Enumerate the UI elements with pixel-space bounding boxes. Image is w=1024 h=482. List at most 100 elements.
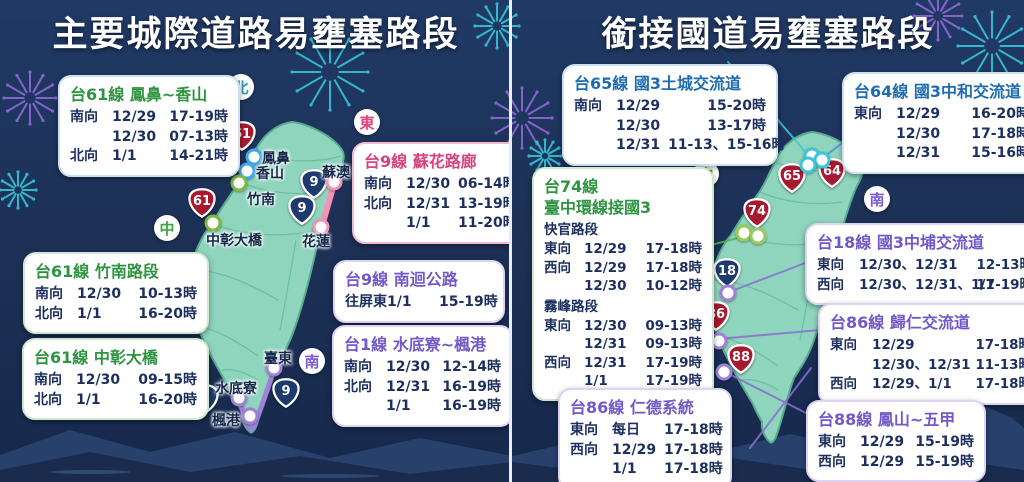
direction — [344, 397, 380, 417]
map-label-hualien: 花蓮 — [302, 234, 330, 250]
schedule-row: 南向 12/30 12-14時 — [344, 358, 501, 378]
time: 17-19時 — [645, 373, 702, 389]
time: 16-20時 — [971, 106, 1024, 122]
schedule-row: 1/1 17-19時 — [544, 372, 702, 391]
schedule-row: 西向 12/29 15-19時 — [818, 453, 974, 473]
direction: 北向 — [35, 305, 63, 322]
schedule-row: 西向 12/31 17-19時 — [544, 354, 702, 373]
direction: 南向 — [35, 286, 63, 302]
date: 1/1 — [584, 373, 608, 389]
date: 12/29 — [612, 441, 657, 458]
map-label-xiangshan: 香山 — [256, 166, 284, 182]
schedule-row: 往屏東 1/1 15-19時 — [345, 293, 498, 313]
date: 12/29 — [860, 453, 905, 470]
date: 12/29 — [860, 434, 905, 450]
date: 12/29、1/1 — [872, 376, 952, 392]
direction: 西向 — [544, 354, 571, 371]
time: 17-18時 — [975, 376, 1024, 392]
direction: 南向 — [34, 372, 62, 388]
time: 14-21時 — [169, 148, 228, 164]
time: 11-13、15-16時 — [668, 137, 786, 153]
date: 12/29 — [112, 109, 157, 125]
box-title: 台61線 鳳鼻~香山 — [70, 85, 208, 104]
time: 13-19時 — [458, 195, 512, 212]
info-box-t65-tucheng: 台65線 國3土城交流道 南向 12/29 15-20時 12/30 13-17時 1… — [562, 64, 786, 166]
time: 16-20時 — [138, 391, 197, 408]
direction: 南向 — [574, 98, 602, 114]
date: 1/1 — [77, 305, 102, 322]
box-title-line2: 臺中環線接國3 — [544, 198, 652, 217]
date: 12/30 — [896, 125, 941, 142]
info-box-t9-nanhui: 台9線 南迴公路 往屏東 1/1 15-19時 — [333, 260, 505, 323]
time: 17-18時 — [664, 461, 723, 477]
map-dot-fenggang — [241, 407, 259, 425]
info-box-t61-zhunan: 台61線 竹南路段 南向 12/30 10-13時 北向 1/1 16-20時 — [23, 252, 209, 334]
time: 17-19時 — [645, 354, 702, 371]
time: 11-20時 — [458, 215, 512, 231]
schedule-row: 12/31 15-16時 — [854, 144, 1024, 164]
map-label-zhunan: 竹南 — [247, 192, 275, 208]
date: 12/30、12/31 — [872, 356, 971, 373]
schedule-row: 12/31 09-13時 — [544, 335, 702, 354]
date: 12/30 — [76, 372, 121, 388]
badge-label: 南 — [869, 190, 885, 209]
date: 12/31 — [584, 336, 627, 352]
section-name: 快官路段 — [544, 222, 598, 238]
time: 15-19時 — [439, 294, 498, 310]
direction — [830, 356, 866, 376]
schedule-row: 北向 1/1 16-20時 — [34, 391, 197, 411]
direction — [364, 214, 400, 234]
section-name: 霧峰路段 — [544, 298, 598, 315]
schedule-row: 東向 12/29 17-18時 — [830, 336, 1024, 356]
info-box-t1-shuidiliao-fenggang: 台1線 水底寮~楓港 南向 12/30 12-14時 北向 12/31 16-19時 1… — [332, 325, 512, 427]
box-title: 台86線 歸仁交流道 — [830, 313, 970, 332]
date: 1/1 — [386, 398, 411, 414]
time: 06-14時 — [458, 176, 512, 192]
schedule-row: 東向 12/29 17-18時 — [544, 240, 702, 259]
date: 12/31 — [896, 145, 941, 161]
direction — [544, 277, 578, 296]
info-box-t74-taichung-ring: 台74線 臺中環線接國3 快官路段 東向 12/29 17-18時 西向 12/29 1… — [532, 167, 714, 401]
box-title: 台1線 水底寮~楓港 — [344, 335, 487, 354]
time: 17-18時 — [645, 241, 702, 257]
time: 13-17時 — [707, 117, 766, 134]
date: 12/30 — [616, 117, 661, 134]
direction: 北向 — [70, 148, 98, 164]
time: 17-18時 — [645, 259, 702, 276]
direction: 東向 — [544, 241, 571, 257]
box-title: 台64線 國3中和交流道 — [854, 82, 1021, 101]
date: 12/30 — [112, 128, 157, 145]
direction — [70, 128, 106, 148]
date: 12/30 — [584, 317, 627, 334]
route-shield-9: 9 — [287, 194, 317, 226]
schedule-row: 東向 12/29 15-19時 — [818, 433, 974, 453]
direction: 東向 — [544, 317, 571, 334]
badge-center: 中 — [154, 215, 180, 241]
direction: 東向 — [854, 106, 882, 122]
panel-title-right: 銜接國道易壅塞路段 — [601, 15, 935, 55]
schedule-row: 東向 12/30 09-13時 — [544, 317, 702, 336]
direction: 西向 — [570, 441, 598, 458]
time: 11-13時 — [975, 356, 1024, 373]
info-box-t18-zhongpu: 台18線 國3中埔交流道 東向 12/30、12/31 12-13時 西向 12/30… — [805, 223, 1024, 305]
schedule-row: 南向 12/30 10-13時 — [35, 285, 197, 305]
time: 17-18時 — [975, 337, 1024, 353]
direction: 往屏東 — [345, 294, 387, 310]
date: 12/30 — [406, 176, 451, 192]
panel-divider — [509, 0, 512, 482]
badge-east: 東 — [354, 109, 380, 135]
direction: 北向 — [344, 378, 372, 395]
badge-south: 南 — [299, 348, 325, 374]
date: 1/1 — [76, 391, 101, 408]
map-label-suao: 蘇澳 — [322, 165, 350, 181]
time: 15-19時 — [915, 453, 974, 470]
time: 12-13時 — [976, 257, 1024, 273]
time: 09-15時 — [138, 372, 197, 388]
direction — [544, 335, 578, 354]
direction: 北向 — [364, 195, 392, 212]
direction: 東向 — [817, 257, 844, 273]
badge-south: 南 — [864, 186, 890, 212]
date: 1/1 — [612, 461, 637, 477]
